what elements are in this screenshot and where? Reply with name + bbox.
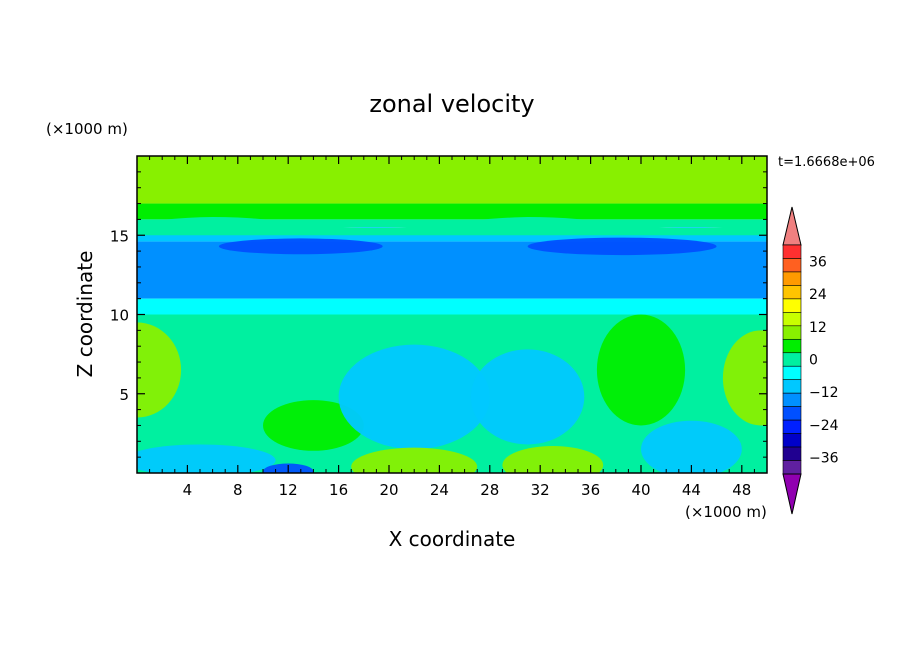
colorbar-top-arrow (782, 206, 802, 246)
contour-blob-3 (338, 344, 490, 450)
colorbar-segment-4 (782, 298, 802, 313)
x-tick-label: 44 (682, 481, 701, 499)
x-axis: 4 8 12 16 20 24 28 32 36 40 44 48 (149, 156, 755, 499)
x-tick-label: 28 (480, 481, 499, 499)
contour-band-1 (137, 203, 767, 220)
colorbar-label: −36 (809, 451, 839, 467)
x-axis-label: X coordinate (389, 527, 516, 551)
colorbar-segment-0 (782, 244, 802, 259)
colorbar-segment-13 (782, 419, 802, 434)
y-axis: 5 10 15 (110, 171, 767, 458)
x-tick-label: 24 (430, 481, 449, 499)
colorbar-segment-16 (782, 460, 802, 475)
plot-area (137, 156, 767, 473)
y-tick-label: 5 (119, 386, 129, 404)
y-unit-label: (×1000 m) (46, 120, 128, 138)
colorbar-label: 36 (809, 254, 827, 270)
colorbar-segment-5 (782, 312, 802, 327)
colorbar-segment-10 (782, 379, 802, 394)
contour-blob-4 (351, 447, 478, 473)
colorbar: 36 24 12 0 −12 −24 −36 (782, 206, 839, 515)
colorbar-bottom-arrow (782, 473, 802, 515)
contour-blob-8 (641, 420, 742, 473)
colorbar-label: 24 (809, 287, 827, 303)
y-tick-label: 15 (110, 227, 129, 245)
x-tick-label: 48 (732, 481, 751, 499)
colorbar-segment-2 (782, 271, 802, 286)
contour-blob-5 (470, 349, 585, 445)
x-tick-label: 4 (183, 481, 193, 499)
y-tick-label: 10 (110, 307, 129, 325)
contour-blob-2 (137, 444, 276, 473)
chart-title: zonal velocity (369, 90, 534, 118)
colorbar-segment-7 (782, 338, 802, 354)
contour-blob-10 (218, 238, 383, 255)
colorbar-segment-11 (782, 392, 802, 407)
contour-blob-6 (502, 446, 604, 473)
contour-blob-7 (596, 314, 686, 426)
contour-blob-0 (137, 322, 182, 418)
x-tick-label: 40 (631, 481, 650, 499)
contour-band-5 (137, 298, 767, 315)
x-tick-label: 12 (279, 481, 298, 499)
colorbar-segment-1 (782, 258, 802, 273)
contour-wave (137, 217, 767, 236)
colorbar-label: 12 (809, 320, 827, 336)
colorbar-segment-9 (782, 365, 802, 381)
x-tick-label: 32 (531, 481, 550, 499)
x-unit-label: (×1000 m) (685, 503, 767, 521)
contour-blob-1 (263, 400, 364, 451)
x-tick-label: 36 (581, 481, 600, 499)
colorbar-segment-3 (782, 285, 802, 300)
colorbar-segment-15 (782, 446, 802, 461)
colorbar-label: −24 (809, 418, 839, 434)
colorbar-label: −12 (809, 385, 839, 401)
x-tick-label: 20 (379, 481, 398, 499)
time-label: t=1.6668e+06 (778, 155, 875, 170)
colorbar-segment-6 (782, 325, 802, 340)
contour-blob-9 (722, 330, 767, 426)
y-axis-label: Z coordinate (73, 251, 97, 378)
colorbar-label: 0 (809, 353, 818, 369)
colorbar-segment-12 (782, 406, 802, 421)
contour-blob-11 (527, 237, 717, 256)
x-tick-label: 16 (329, 481, 348, 499)
x-tick-label: 8 (233, 481, 243, 499)
colorbar-segment-14 (782, 433, 802, 448)
colorbar-segment-8 (782, 352, 802, 367)
contour-band-0 (137, 156, 767, 204)
